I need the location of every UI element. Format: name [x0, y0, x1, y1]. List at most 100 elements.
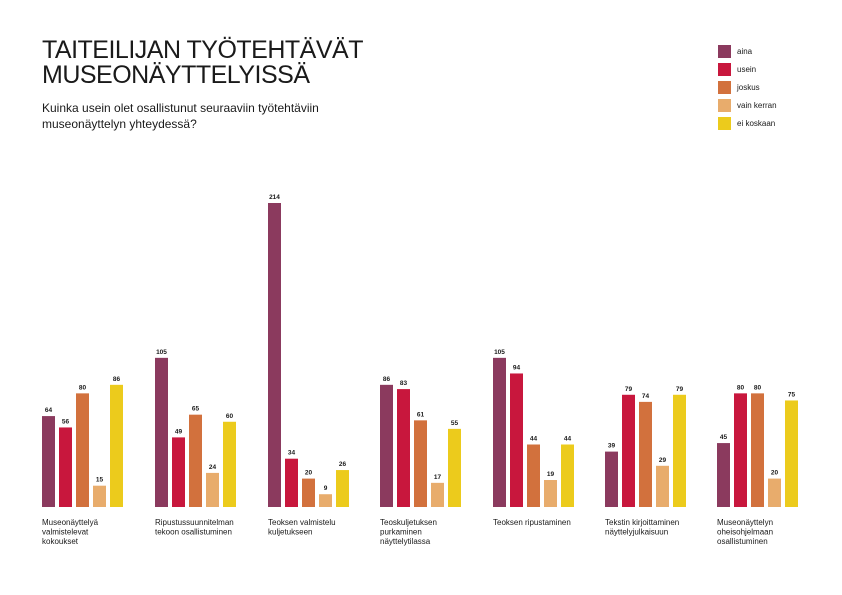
chart-subtitle: Kuinka usein olet osallistunut seuraavii…	[42, 100, 382, 132]
title-line-2: MUSEONÄYTTELYISSÄ	[42, 61, 310, 89]
data-label: 61	[417, 411, 425, 418]
category-label: Tekstin kirjoittaminen näyttelyjulkaisuun	[605, 518, 679, 537]
bar	[397, 389, 410, 507]
bar	[414, 420, 427, 507]
data-label: 105	[156, 349, 167, 356]
category-label: Teoksen ripustaminen	[493, 518, 571, 527]
bar	[561, 444, 574, 507]
bar	[544, 480, 557, 507]
data-label: 79	[625, 386, 633, 393]
bar	[639, 401, 652, 507]
bar	[673, 394, 686, 507]
data-label: 74	[642, 393, 650, 400]
data-label: 26	[339, 461, 347, 468]
bar	[206, 472, 219, 507]
category-label: Museonäyttelyn oheisohjelmaan osallistumin…	[717, 518, 773, 546]
bar	[656, 465, 669, 507]
bar	[155, 357, 168, 507]
bar	[527, 444, 540, 507]
bar	[285, 458, 298, 507]
legend-item: joskus	[718, 78, 777, 96]
bar	[59, 427, 72, 507]
legend-item: aina	[718, 42, 777, 60]
data-label: 55	[451, 420, 459, 427]
data-label: 86	[113, 376, 121, 383]
legend-item: usein	[718, 60, 777, 78]
data-label: 79	[676, 386, 684, 393]
category-label: Museonäyttelyä valmistelevat kokoukset	[42, 518, 99, 546]
data-label: 86	[383, 376, 391, 383]
bar	[751, 393, 764, 507]
data-label: 56	[62, 418, 70, 425]
data-label: 24	[209, 464, 217, 471]
bar	[605, 451, 618, 507]
data-label: 214	[269, 194, 280, 201]
bar	[93, 485, 106, 507]
data-label: 83	[400, 380, 408, 387]
data-label: 17	[434, 474, 442, 481]
legend-swatch	[718, 98, 731, 112]
data-label: 19	[547, 471, 555, 478]
data-label: 39	[608, 443, 616, 450]
bar	[510, 373, 523, 507]
legend-label: aina	[737, 46, 753, 56]
chart-title: TAITEILIJAN TYÖTEHTÄVÄT MUSEONÄYTTELYISS…	[42, 38, 462, 88]
bar	[189, 414, 202, 507]
legend-label: ei koskaan	[737, 118, 776, 128]
legend-swatch	[718, 80, 731, 94]
legend: aina usein joskus vain kerran ei koskaan	[718, 42, 777, 132]
bar	[172, 437, 185, 507]
legend-swatch	[718, 62, 731, 76]
data-label: 34	[288, 450, 296, 457]
data-label: 20	[771, 470, 779, 477]
bar	[448, 428, 461, 507]
legend-label: vain kerran	[737, 100, 777, 110]
subtitle-line-2: museonäyttelyn yhteydessä?	[42, 117, 197, 131]
data-label: 105	[494, 349, 505, 356]
data-label: 29	[659, 457, 667, 464]
bar	[622, 394, 635, 507]
bar	[785, 400, 798, 507]
legend-label: usein	[737, 64, 757, 74]
data-label: 44	[564, 435, 572, 442]
title-line-1: TAITEILIJAN TYÖTEHTÄVÄT	[42, 36, 363, 64]
data-label: 9	[324, 485, 328, 492]
data-label: 49	[175, 428, 183, 435]
bar	[336, 470, 349, 507]
bar	[268, 203, 281, 507]
data-label: 45	[720, 434, 728, 441]
legend-item: vain kerran	[718, 96, 777, 114]
bar	[768, 478, 781, 507]
bar	[734, 393, 747, 507]
data-label: 75	[788, 391, 796, 398]
bar	[42, 416, 55, 507]
data-label: 80	[79, 384, 87, 391]
bar	[223, 421, 236, 507]
data-label: 65	[192, 406, 200, 413]
bar	[493, 357, 506, 507]
bar	[431, 482, 444, 507]
data-label: 15	[96, 477, 104, 484]
data-label: 80	[754, 384, 762, 391]
category-label: Teoksen valmistelu kuljetukseen	[268, 518, 336, 537]
legend-item: ei koskaan	[718, 114, 777, 132]
data-label: 80	[737, 384, 745, 391]
bar	[319, 494, 332, 507]
bar	[76, 393, 89, 507]
legend-swatch	[718, 116, 731, 130]
bar	[110, 384, 123, 507]
bar	[717, 443, 730, 507]
bar	[380, 384, 393, 507]
legend-swatch	[718, 44, 731, 58]
data-label: 20	[305, 470, 313, 477]
data-label: 94	[513, 364, 521, 371]
category-label: Teoskuljetuksen purkaminen näyttelytilassa	[380, 518, 437, 546]
category-label: Ripustussuunnitelman tekoon osallistumine…	[155, 518, 234, 537]
data-label: 64	[45, 407, 53, 414]
bar	[302, 478, 315, 507]
data-label: 60	[226, 413, 234, 420]
data-label: 44	[530, 435, 538, 442]
legend-label: joskus	[737, 82, 760, 92]
subtitle-line-1: Kuinka usein olet osallistunut seuraavii…	[42, 101, 319, 115]
